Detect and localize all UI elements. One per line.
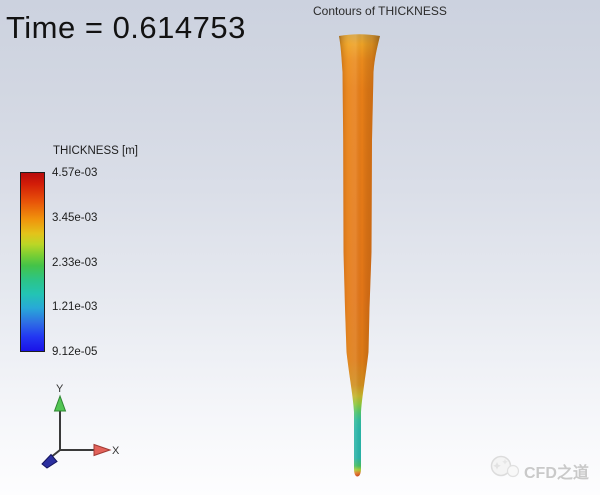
contour-plot-title: Contours of THICKNESS — [313, 4, 447, 18]
legend-tick: 3.45e-03 — [52, 212, 98, 224]
watermark-logo-icon — [490, 455, 520, 478]
axis-triad: Y X — [41, 383, 120, 469]
y-axis-label: Y — [56, 383, 64, 395]
legend-tick: 1.21e-03 — [52, 301, 98, 313]
legend-tick-min: 9.12e-05 — [52, 346, 98, 358]
x-axis-arrow-icon — [93, 443, 112, 457]
time-label: Time = 0.614753 — [6, 10, 246, 45]
legend-tick: 2.33e-03 — [52, 257, 98, 269]
model-contour-body — [339, 34, 380, 477]
watermark-text: CFD之道 — [524, 465, 589, 482]
legend-colorbar — [20, 172, 45, 352]
x-axis-label: X — [112, 445, 120, 457]
z-axis-arrow-icon — [41, 453, 58, 469]
legend-tick-max: 4.57e-03 — [52, 167, 98, 179]
legend-title: THICKNESS [m] — [53, 145, 138, 157]
y-axis-arrow-icon — [53, 394, 67, 412]
